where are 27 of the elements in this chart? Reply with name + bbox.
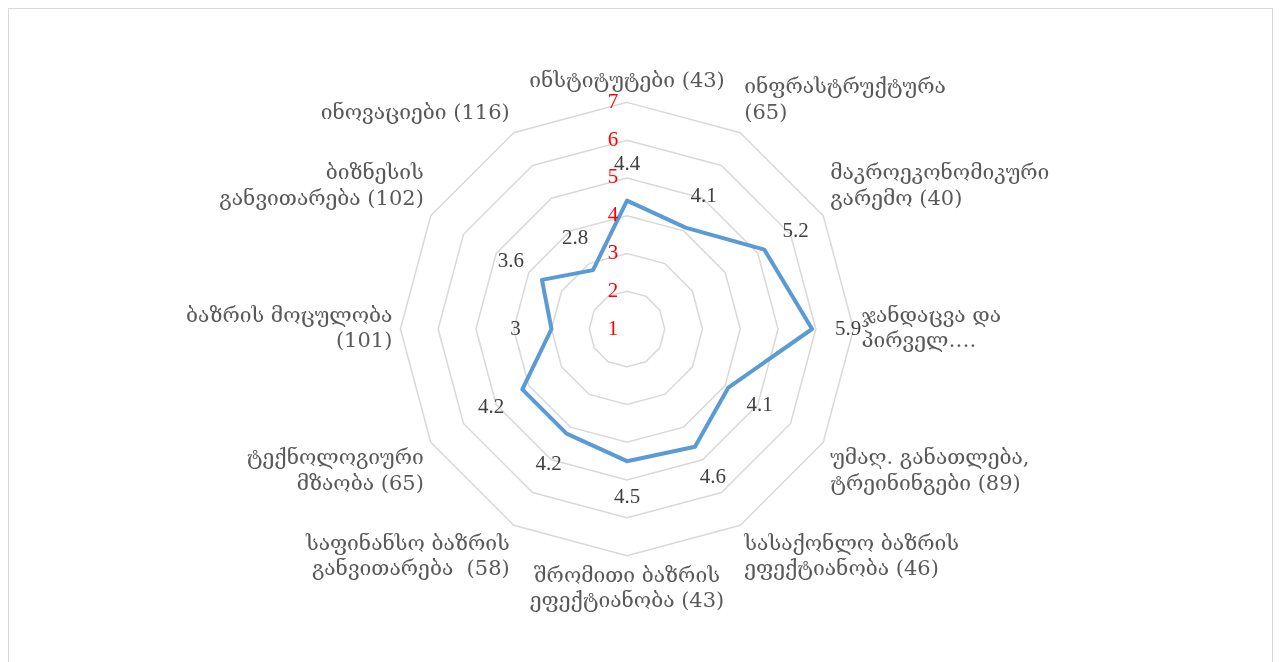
y-tick-label: 3 bbox=[607, 239, 619, 264]
data-label: 4.2 bbox=[535, 451, 562, 476]
y-tick-label: 6 bbox=[607, 126, 619, 151]
data-label: 4.1 bbox=[690, 182, 717, 207]
spoke-label: მაკროეკონომიკური გარემო (40) bbox=[830, 160, 1050, 210]
data-label: 4.5 bbox=[613, 483, 641, 508]
data-label: 3 bbox=[510, 315, 521, 340]
spoke-label: უმაღ. განათლება, ტრეინინგები (89) bbox=[830, 445, 1030, 495]
spoke-label: ინოვაციები (116) bbox=[320, 99, 510, 124]
spoke-label: ტექნოლოგიური მზაობა (65) bbox=[246, 445, 424, 495]
data-label: 3.6 bbox=[497, 248, 524, 273]
spoke-label: ინფრასტრუქტურა (65) bbox=[744, 74, 946, 124]
spoke-label: ბაზრის მოცულობა (101) bbox=[186, 302, 393, 353]
data-label: 4.1 bbox=[746, 392, 773, 417]
spoke-label: საფინანსო ბაზრის განვითარება (58) bbox=[304, 531, 510, 581]
data-label: 5.9 bbox=[834, 315, 862, 340]
spoke-label: ჯანდაცვა და პირველ…. bbox=[861, 302, 1002, 353]
spoke-label: შრომითი ბაზრის ეფექტიანობა (43) bbox=[529, 562, 725, 612]
data-label: 4.2 bbox=[478, 393, 505, 418]
data-label: 4.6 bbox=[699, 464, 727, 489]
spoke-label: ბიზნესის განვითარება (102) bbox=[219, 160, 424, 210]
spoke-label: სასაქონლო ბაზრის ეფექტიანობა (46) bbox=[743, 531, 959, 581]
data-label: 5.2 bbox=[782, 218, 809, 243]
data-label: 2.8 bbox=[561, 225, 589, 250]
y-tick-label: 4 bbox=[607, 202, 619, 227]
y-tick-label: 1 bbox=[607, 315, 619, 340]
y-tick-label: 2 bbox=[607, 277, 619, 302]
